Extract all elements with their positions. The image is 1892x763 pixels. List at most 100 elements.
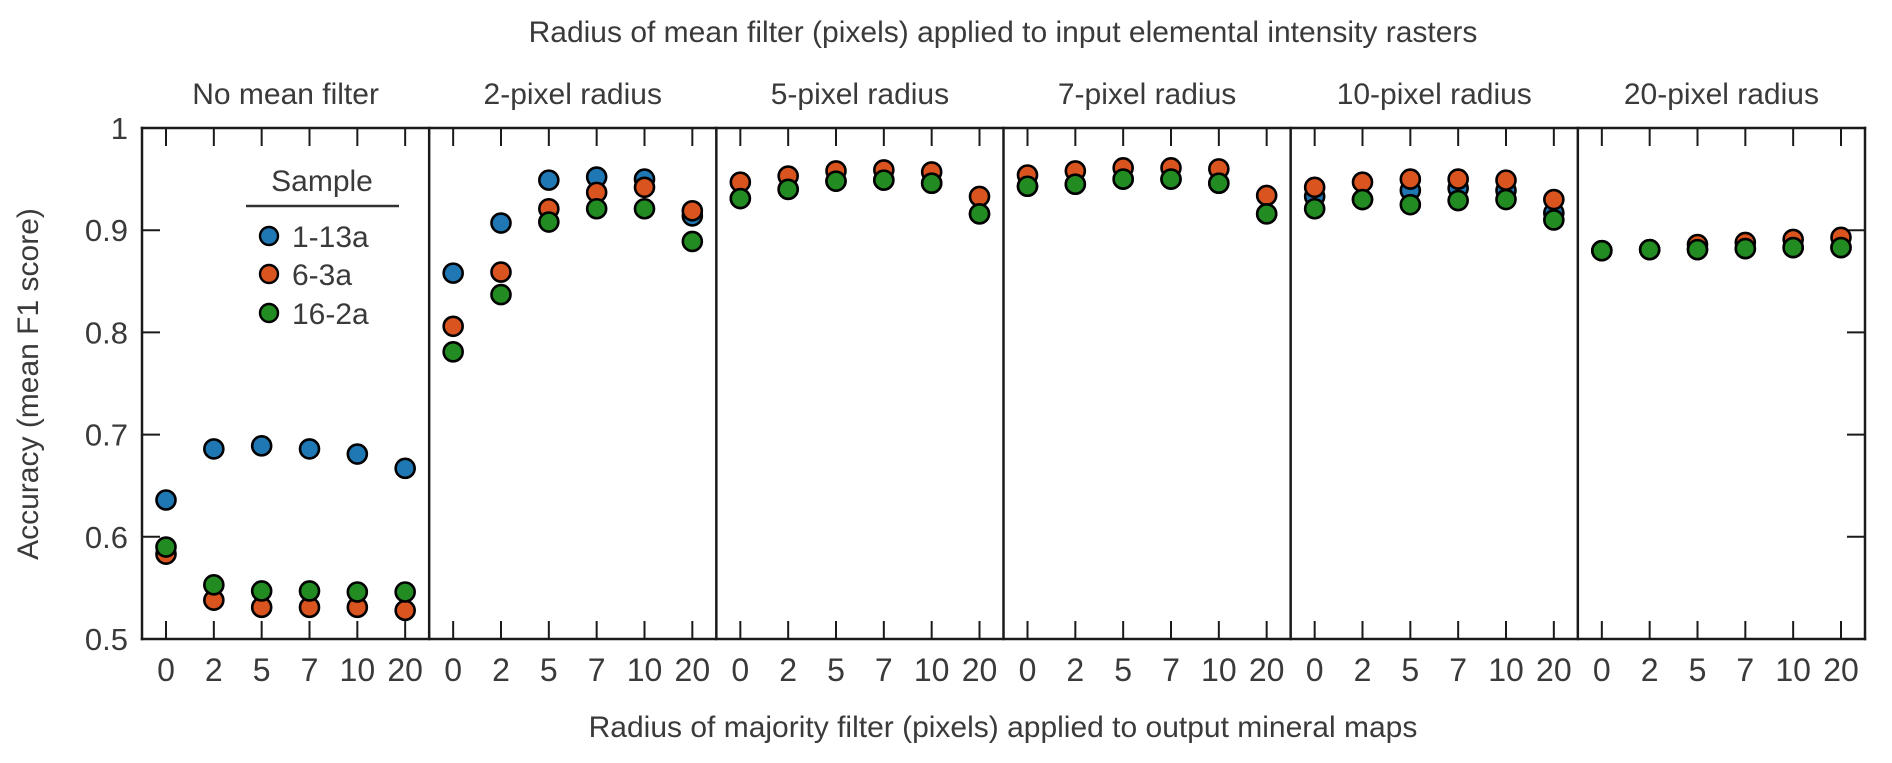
x-tick-label: 7 [1449, 652, 1467, 688]
x-tick-label: 20 [675, 652, 711, 688]
x-tick-label: 20 [962, 652, 998, 688]
point-1-13a [298, 438, 321, 460]
point-6-3a [1303, 176, 1326, 199]
panel-title: 7-pixel radius [1058, 78, 1236, 111]
point-16-2a [442, 341, 464, 363]
y-tick-label: 0.8 [85, 315, 128, 350]
point-16-2a [1591, 239, 1613, 262]
point-1-13a [155, 489, 177, 511]
point-1-13a [394, 457, 416, 480]
x-tick-label: 5 [1401, 652, 1419, 688]
x-tick-label: 7 [875, 652, 893, 688]
x-tick-label: 10 [1488, 652, 1524, 688]
x-tick-label: 10 [340, 652, 376, 688]
x-tick-label: 7 [301, 652, 319, 688]
point-16-2a [1208, 172, 1230, 194]
x-tick-label: 2 [492, 652, 510, 688]
point-1-13a [250, 435, 273, 457]
x-tick-label: 5 [1114, 652, 1132, 688]
legend-label-1-13a: 1-13a [292, 221, 369, 254]
y-tick-label: 1 [111, 111, 128, 146]
x-tick-label: 10 [627, 652, 663, 688]
panel-title: 20-pixel radius [1624, 78, 1819, 111]
point-16-2a [681, 230, 704, 253]
x-tick-label: 20 [1823, 652, 1859, 688]
y-tick-label: 0.9 [85, 213, 128, 248]
point-16-2a [1782, 236, 1804, 259]
point-16-2a [490, 283, 512, 306]
point-6-3a [633, 176, 656, 199]
point-16-2a [538, 211, 560, 233]
point-6-3a [1447, 168, 1469, 190]
x-tick-label: 5 [827, 652, 845, 688]
x-tick-label: 5 [540, 652, 558, 688]
point-16-2a [1495, 188, 1517, 211]
x-tick-label: 20 [1249, 652, 1285, 688]
point-6-3a [442, 315, 464, 338]
panel-title: 5-pixel radius [771, 78, 949, 111]
legend-marker-6-3a [258, 263, 280, 285]
x-tick-label: 0 [1306, 652, 1324, 688]
x-tick-label: 5 [1689, 652, 1707, 688]
x-axis-title: Radius of majority filter (pixels) appli… [589, 711, 1418, 744]
point-16-2a [873, 169, 895, 191]
panel-title: 10-pixel radius [1337, 78, 1532, 111]
point-16-2a [1303, 197, 1326, 220]
x-tick-label: 20 [1536, 652, 1572, 688]
point-16-2a [1447, 189, 1469, 212]
point-16-2a [1160, 168, 1182, 190]
x-tick-label: 0 [731, 652, 749, 688]
point-16-2a [1734, 237, 1757, 260]
point-1-13a [203, 438, 225, 460]
point-6-3a [1543, 188, 1565, 211]
point-16-2a [1351, 188, 1374, 211]
x-tick-label: 5 [253, 652, 271, 688]
point-1-13a [538, 169, 560, 191]
x-tick-label: 2 [1354, 652, 1372, 688]
y-axis-title: Accuracy (mean F1 score) [12, 208, 45, 560]
point-16-2a [1016, 175, 1039, 198]
x-tick-label: 7 [588, 652, 606, 688]
legend-label-16-2a: 16-2a [292, 298, 369, 331]
point-1-13a [346, 443, 369, 465]
x-tick-label: 0 [157, 652, 175, 688]
x-tick-label: 2 [1641, 652, 1659, 688]
point-16-2a [298, 580, 321, 602]
point-16-2a [203, 574, 225, 596]
x-tick-label: 10 [914, 652, 950, 688]
legend-title: Sample [271, 165, 373, 198]
point-6-3a [1255, 184, 1278, 207]
x-tick-label: 7 [1736, 652, 1754, 688]
point-6-3a [394, 599, 416, 622]
point-6-3a [490, 261, 512, 283]
point-16-2a [777, 178, 799, 201]
x-tick-label: 0 [444, 652, 462, 688]
legend: Sample 1-13a 6-3a 16-2a [246, 165, 399, 331]
point-16-2a [155, 536, 177, 558]
x-tick-label: 0 [1019, 652, 1037, 688]
panel-title: 2-pixel radius [484, 78, 662, 111]
legend-label-6-3a: 6-3a [292, 259, 352, 292]
x-tick-label: 0 [1593, 652, 1611, 688]
point-16-2a [968, 203, 991, 225]
legend-marker-1-13a [258, 225, 280, 247]
point-6-3a [681, 199, 704, 222]
point-16-2a [1112, 168, 1134, 190]
x-tick-label: 7 [1162, 652, 1180, 688]
point-6-3a [1399, 168, 1422, 190]
point-16-2a [1255, 203, 1278, 225]
point-16-2a [585, 197, 608, 220]
point-16-2a [394, 581, 416, 603]
point-16-2a [825, 170, 847, 192]
top-axis-title: Radius of mean filter (pixels) applied t… [529, 16, 1478, 49]
point-16-2a [633, 197, 656, 220]
panel-title: No mean filter [192, 78, 379, 111]
point-16-2a [1686, 238, 1709, 261]
x-tick-label: 2 [1066, 652, 1084, 688]
point-6-3a [1495, 169, 1517, 191]
x-tick-label: 10 [1201, 652, 1237, 688]
point-16-2a [1064, 173, 1087, 196]
